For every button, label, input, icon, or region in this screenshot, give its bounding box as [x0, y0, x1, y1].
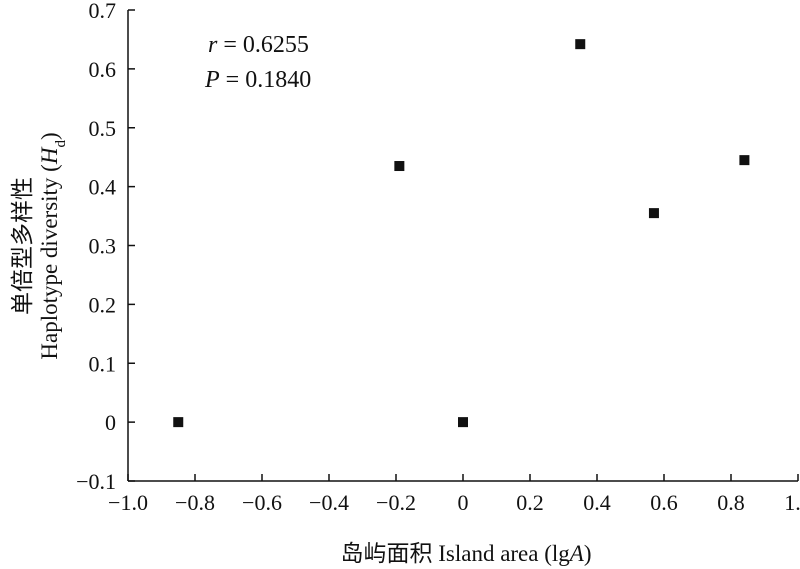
y-tick-label: 0.2 — [89, 292, 117, 317]
x-axis-title: 岛屿面积 Island area (lgA) — [340, 541, 591, 566]
r-symbol: r — [208, 32, 218, 58]
data-point — [173, 417, 184, 428]
y-tick-label: −0.1 — [76, 469, 116, 494]
y-tick-label: 0.5 — [89, 116, 117, 141]
y-tick-label: 0.4 — [89, 175, 117, 200]
y-tick-label: 0.3 — [89, 234, 117, 259]
y-tick-label: 0 — [105, 410, 116, 435]
x-tick-label: 0 — [458, 490, 469, 515]
x-axis-title-italic: A — [568, 541, 585, 566]
y-axis-title-en: Haplotype diversity (Hd) — [37, 132, 69, 359]
x-tick-label: −0.2 — [376, 490, 416, 515]
y-tick-label: 0.1 — [89, 351, 117, 376]
x-tick-label: −1.0 — [108, 490, 148, 515]
data-point — [458, 417, 468, 428]
data-points — [173, 39, 750, 428]
y-tick-label: 0.7 — [89, 0, 117, 23]
y-axis-title-group: 单倍型多样性 Haplotype diversity (Hd) — [10, 132, 69, 359]
x-tick-label: −0.8 — [175, 490, 215, 515]
data-point — [648, 208, 659, 219]
y-axis-title-cn: 单倍型多样性 — [10, 177, 35, 315]
x-tick-label: 0.6 — [650, 490, 678, 515]
data-point — [575, 39, 586, 50]
p-value: = 0.1840 — [220, 67, 312, 93]
data-point — [739, 155, 750, 166]
data-point — [394, 161, 405, 172]
x-axis-title-end: ) — [584, 541, 592, 566]
x-axis-title-cn: 岛屿面积 — [340, 541, 432, 566]
x-tick-label: −0.6 — [242, 490, 282, 515]
x-tick-label: 0.8 — [717, 490, 745, 515]
x-tick-label: 1.0 — [784, 490, 800, 515]
correlation-annotation: r = 0.6255 — [208, 32, 309, 58]
x-axis-title-en: Island area (lg — [438, 541, 570, 566]
x-tick-label: 0.2 — [516, 490, 544, 515]
x-tick-label: 0.4 — [583, 490, 611, 515]
r-value: = 0.6255 — [217, 32, 309, 58]
ticks: −0.1 0 0.1 0.2 0.3 0.4 0.5 0.6 0.7 −1.0 −0.8 −0.6 −0… — [76, 0, 800, 515]
x-tick-label: −0.4 — [309, 490, 349, 515]
p-annotation: P = 0.1840 — [204, 67, 311, 93]
p-symbol: P — [204, 67, 220, 93]
y-tick-label: 0.6 — [89, 57, 117, 82]
